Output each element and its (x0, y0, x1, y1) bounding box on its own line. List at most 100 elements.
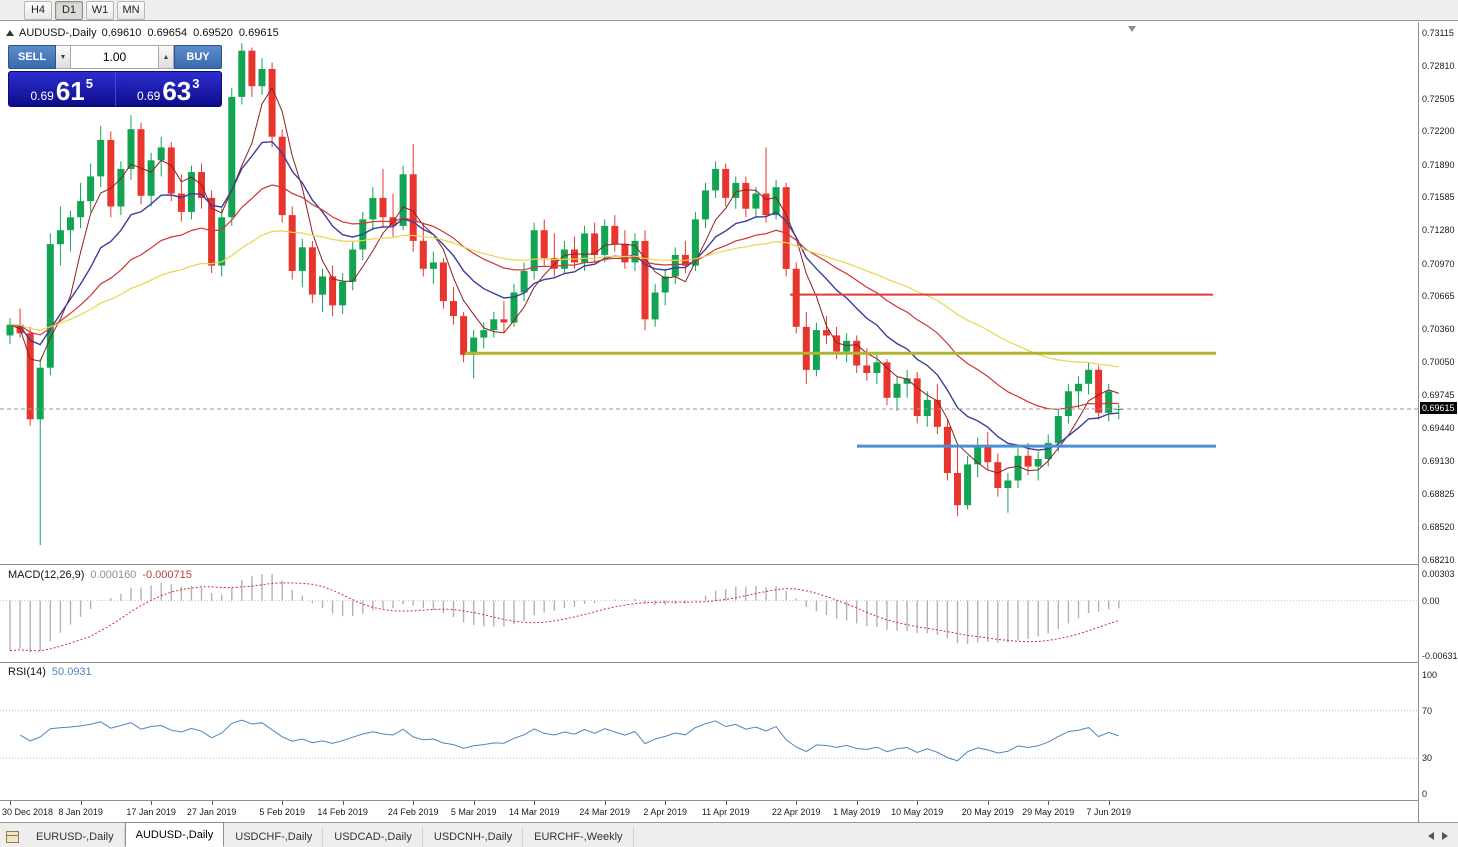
trade-panel-prices: 0.69 61 5 0.69 63 3 (8, 71, 222, 107)
pane-divider[interactable] (0, 662, 1458, 663)
volume-field[interactable]: 1.00 (71, 45, 159, 69)
axis-scale-label: 0.71280 (1422, 225, 1455, 236)
main-chart-canvas[interactable] (0, 22, 1418, 564)
one-click-trading-panel: SELL ▼ 1.00 ▲ BUY 0.69 61 5 0.69 63 3 (8, 45, 222, 107)
ohlc-open: 0.69610 (101, 27, 142, 39)
chart-title: AUDUSD-,Daily 0.69610 0.69654 0.69520 0.… (6, 27, 279, 39)
sell-price-main: 61 (55, 75, 85, 106)
date-axis-label: 1 May 2019 (833, 807, 881, 817)
axis-scale-label: 0.70970 (1422, 258, 1455, 269)
ohlc-low: 0.69520 (193, 27, 233, 39)
date-axis-label: 5 Mar 2019 (450, 807, 497, 817)
tab-eurchf-weekly[interactable]: EURCHF-,Weekly (523, 826, 634, 847)
date-axis-label: 14 Feb 2019 (317, 807, 368, 817)
axis-scale-label: 0.69130 (1422, 456, 1455, 467)
buy-price-display[interactable]: 0.69 63 3 (116, 72, 222, 106)
macd-canvas[interactable] (0, 566, 1418, 662)
date-axis-label: 7 Jun 2019 (1086, 807, 1131, 817)
axis-scale-label: 0.71890 (1422, 159, 1455, 170)
date-axis-tick (534, 801, 536, 805)
pane-divider (0, 800, 1458, 801)
axis-scale-label: 0.71585 (1422, 192, 1455, 203)
tab-usdcnh-daily[interactable]: USDCNH-,Daily (423, 826, 524, 847)
chart-symbol-period: AUDUSD-,Daily (19, 27, 97, 39)
date-axis-tick (80, 801, 82, 805)
date-axis-tick (1048, 801, 1050, 805)
buy-button[interactable]: BUY (174, 45, 222, 69)
sell-button[interactable]: SELL (8, 45, 56, 69)
tab-scroll-left-icon[interactable] (1428, 832, 1434, 840)
date-axis[interactable]: 30 Dec 2018 8 Jan 2019 17 Jan 2019 27 Jan 2… (0, 801, 1418, 822)
date-axis-label: 29 May 2019 (1022, 807, 1075, 817)
ohlc-high: 0.69654 (147, 27, 188, 39)
timeframe-button-mn[interactable]: MN (117, 0, 145, 20)
pane-divider[interactable] (0, 564, 1458, 565)
chart-window: AUDUSD-,Daily 0.69610 0.69654 0.69520 0.… (0, 22, 1458, 822)
date-axis-label: 11 Apr 2019 (701, 807, 750, 817)
tab-usdcad-daily[interactable]: USDCAD-,Daily (323, 826, 423, 847)
axis-scale-label: 0.00 (1422, 595, 1440, 606)
chart-tab-bar: EURUSD-,Daily AUDUSD-,Daily USDCHF-,Daily U… (0, 822, 1458, 847)
volume-down-button[interactable]: ▼ (56, 45, 71, 69)
tab-strip: EURUSD-,Daily AUDUSD-,Daily USDCHF-,Daily U… (25, 822, 634, 847)
buy-price-main: 63 (162, 75, 192, 106)
date-axis-tick (987, 801, 989, 805)
ohlc-close: 0.69615 (238, 27, 279, 39)
chart-shift-marker-icon[interactable] (1128, 26, 1136, 32)
buy-price-prefix: 0.69 (136, 89, 161, 103)
sell-price-pipette: 5 (85, 76, 93, 91)
current-price-tag: 0.69615 (1420, 402, 1457, 414)
date-axis-tick (665, 801, 667, 805)
sell-price-display[interactable]: 0.69 61 5 (9, 72, 115, 106)
date-axis-tick (725, 801, 727, 805)
axis-scale-label: 70 (1422, 705, 1433, 716)
date-axis-label: 30 Dec 2018 (2, 807, 54, 817)
tab-usdchf-daily[interactable]: USDCHF-,Daily (224, 826, 324, 847)
axis-scale-label: 0.70360 (1422, 324, 1455, 334)
date-axis-label: 14 Mar 2019 (508, 807, 560, 817)
date-axis-label: 20 May 2019 (961, 807, 1014, 817)
date-axis-tick (413, 801, 415, 805)
price-axis[interactable]: 0.69615 0.73115 0.72810 0.72505 0.72200 0.71… (1418, 22, 1458, 822)
date-axis-label: 2 Apr 2019 (643, 807, 687, 817)
macd-value-main: 0.000160 (90, 569, 137, 581)
rsi-label: RSI(14) 50.0931 (8, 666, 92, 678)
date-axis-label: 27 Jan 2019 (186, 807, 237, 817)
date-axis-tick (211, 801, 213, 805)
date-axis-tick (151, 801, 153, 805)
axis-scale-label: 0.68825 (1422, 488, 1455, 499)
rsi-canvas[interactable] (0, 663, 1418, 800)
date-axis-tick (917, 801, 919, 805)
tab-scroll-right-icon[interactable] (1442, 832, 1448, 840)
axis-scale-label: 0.70050 (1422, 357, 1455, 368)
buy-price-pipette: 3 (192, 76, 200, 91)
date-axis-tick (342, 801, 344, 805)
date-axis-tick (856, 801, 858, 805)
timeframe-toolbar: H4 D1 W1 MN (0, 0, 1458, 21)
axis-scale-label: 100 (1422, 670, 1438, 680)
macd-value-signal: -0.000715 (142, 569, 192, 581)
tab-eurusd-daily[interactable]: EURUSD-,Daily (25, 826, 125, 847)
date-axis-tick (1108, 801, 1110, 805)
macd-name: MACD(12,26,9) (8, 569, 85, 581)
axis-scale-label: 0.73115 (1422, 28, 1454, 38)
date-axis-tick (10, 801, 11, 805)
volume-up-button[interactable]: ▲ (159, 45, 174, 69)
axis-scale-label: 0.00303 (1422, 569, 1455, 579)
date-axis-tick (604, 801, 606, 805)
date-axis-label: 17 Jan 2019 (126, 807, 176, 817)
date-axis-tick (282, 801, 284, 805)
date-axis-label: 10 May 2019 (891, 807, 944, 817)
one-click-panel-toggle-icon[interactable] (6, 30, 14, 36)
tab-scroll-buttons (1428, 832, 1448, 840)
charts-list-icon[interactable] (6, 831, 19, 843)
timeframe-button-h4[interactable]: H4 (24, 0, 52, 20)
date-axis-label: 22 Apr 2019 (771, 807, 821, 817)
timeframe-button-d1[interactable]: D1 (55, 0, 83, 20)
macd-label: MACD(12,26,9) 0.000160 -0.000715 (8, 569, 192, 581)
tab-audusd-daily[interactable]: AUDUSD-,Daily (124, 822, 225, 847)
date-axis-label: 8 Jan 2019 (58, 807, 103, 817)
timeframe-button-w1[interactable]: W1 (86, 0, 114, 20)
axis-scale-label: 0.68520 (1422, 521, 1455, 532)
axis-scale-label: 0.72505 (1422, 93, 1455, 104)
